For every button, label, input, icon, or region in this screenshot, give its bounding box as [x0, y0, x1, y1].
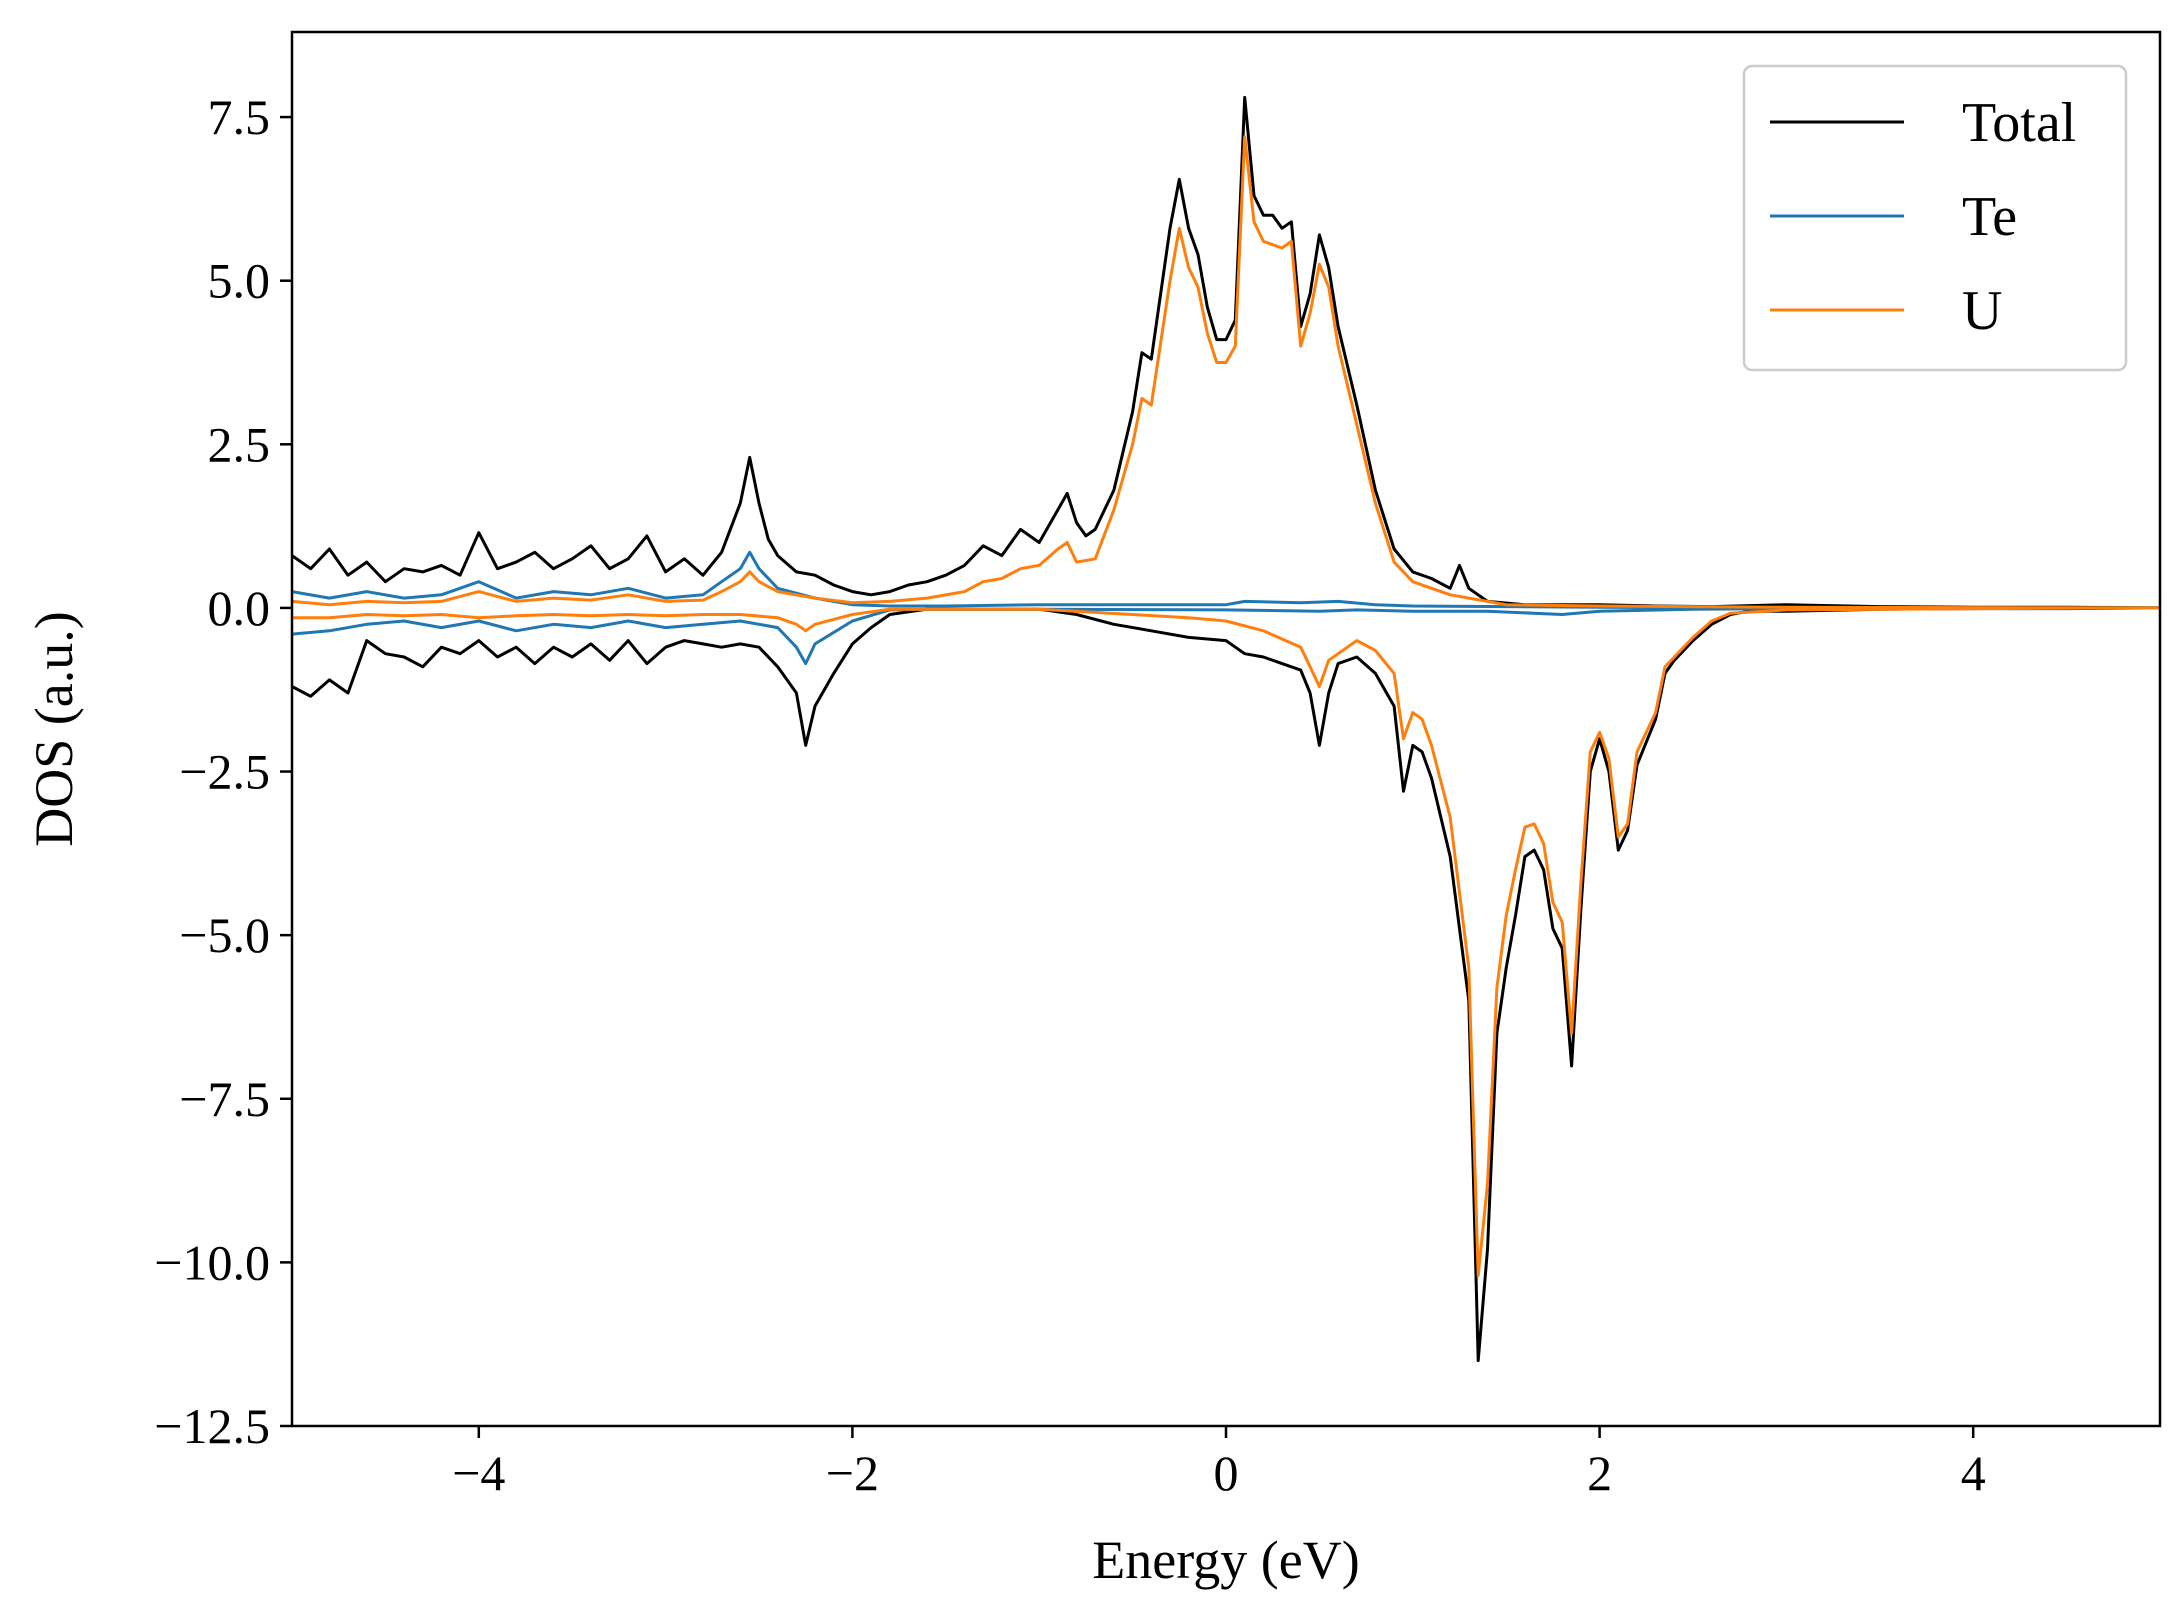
series-line-total-up [291, 95, 2161, 610]
series-line-total-down [291, 606, 2161, 1363]
y-axis-label: DOS (a.u.) [24, 611, 84, 846]
y-tick-label: −10.0 [154, 1234, 270, 1290]
series-line-te-up [291, 550, 2160, 610]
legend-label-te: Te [1962, 186, 2017, 248]
y-tick-label: −5.0 [179, 907, 270, 963]
series-line-te-down [291, 606, 2161, 666]
y-tick-label: −12.5 [154, 1398, 270, 1454]
series-layer [291, 95, 2161, 1363]
plot-frame [290, 30, 2162, 1428]
y-tick-label: 5.0 [208, 253, 271, 309]
y-tick-label: −2.5 [179, 744, 270, 800]
x-tick-label: −4 [452, 1445, 505, 1501]
y-tick-label: −7.5 [179, 1071, 270, 1127]
legend: Total Te U [1742, 64, 2128, 372]
legend-label-total: Total [1962, 92, 2076, 154]
x-tick-label: −2 [826, 1445, 879, 1501]
x-axis-label: Energy (eV) [1092, 1530, 1359, 1590]
x-tick-label: 4 [1961, 1445, 1986, 1501]
ticks-layer: −4 −2 0 2 4 −12.5 −10.0 −7.5 −5.0 −2.5 0.0 2.5 5.0 7.… [154, 89, 1985, 1501]
series-line-u-down [292, 606, 2161, 1277]
x-tick-label: 0 [1214, 1445, 1239, 1501]
y-tick-label: 7.5 [208, 89, 271, 145]
x-tick-label: 2 [1587, 1445, 1612, 1501]
legend-box [1742, 64, 2128, 372]
series-line-u-up [291, 135, 2161, 610]
y-tick-label: 2.5 [208, 416, 271, 472]
legend-label-u: U [1962, 280, 2002, 342]
y-tick-label: 0.0 [208, 580, 271, 636]
